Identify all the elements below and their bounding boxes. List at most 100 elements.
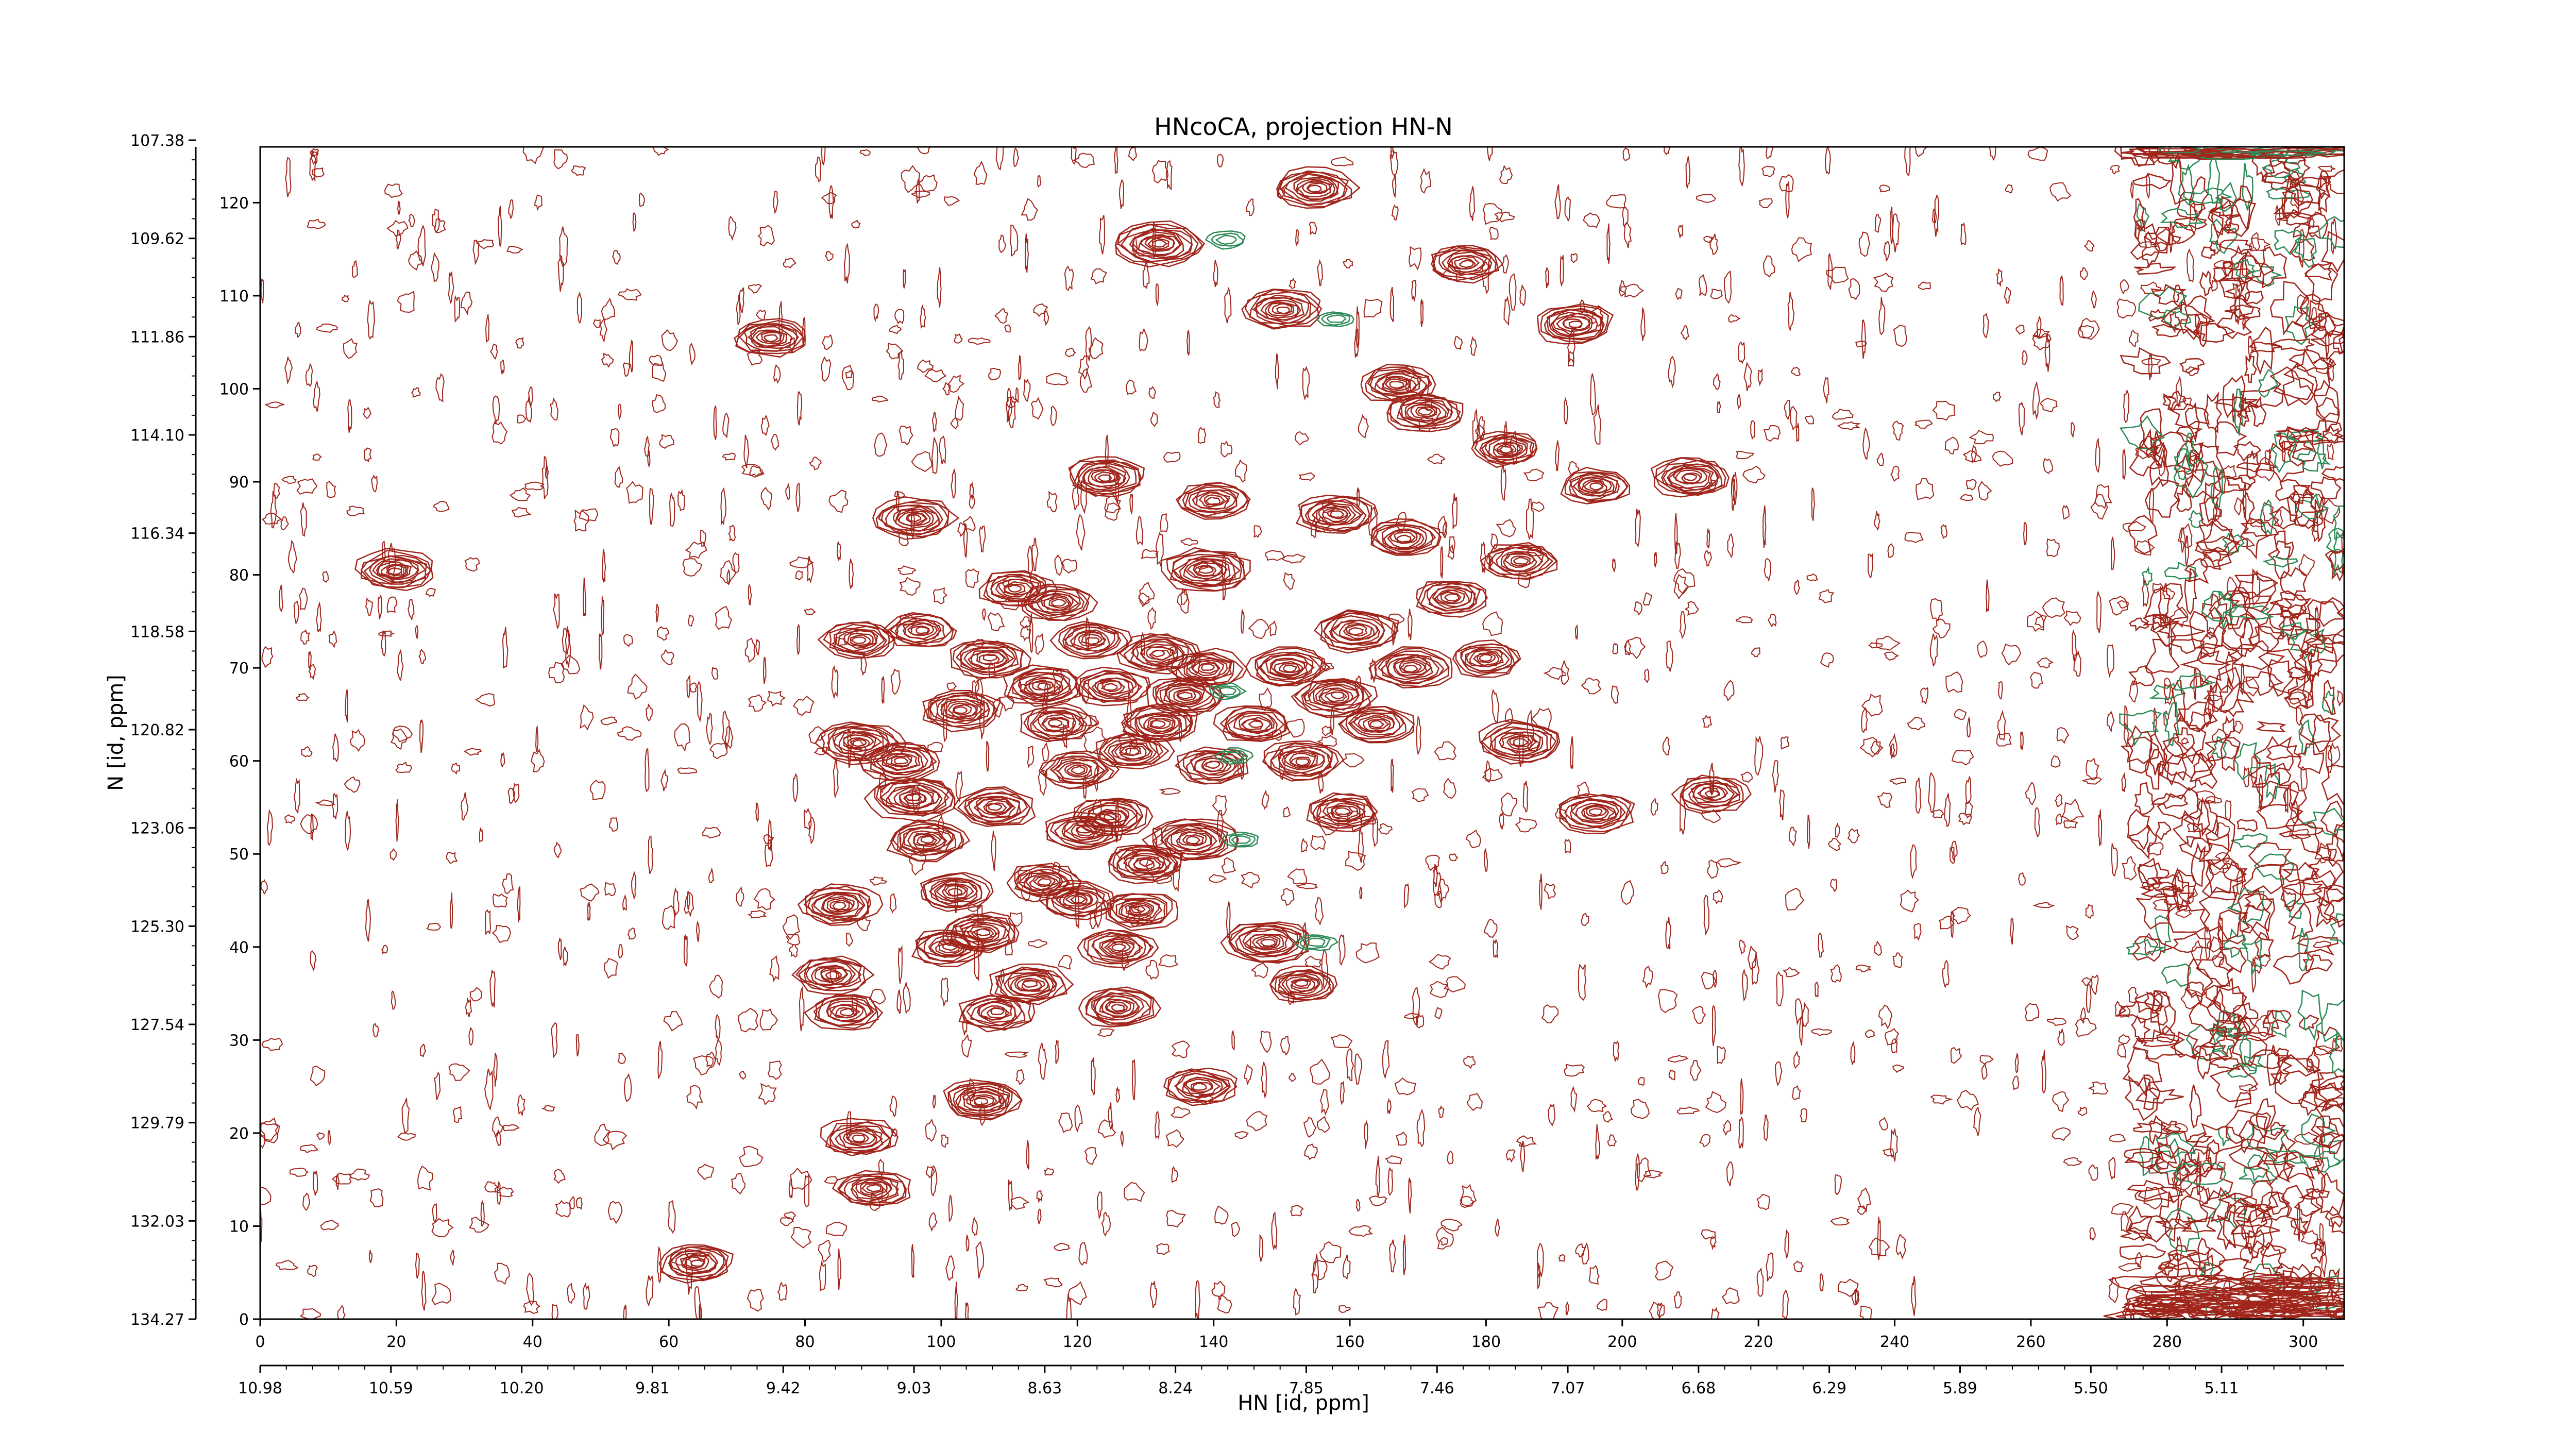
peak-contour [1160,823,1225,856]
noise-contour [351,260,359,278]
noise-contour [1790,406,1798,431]
noise-contour [868,988,886,1005]
peak-contour [941,884,969,899]
noise-contour [651,394,666,413]
noise-contour [598,633,603,671]
peak-contour [1124,902,1153,917]
noise-contour [2246,450,2260,480]
noise-contour [369,1188,384,1208]
noise-contour [426,922,442,931]
noise-contour [1874,511,1880,531]
noise-contour [2219,676,2244,718]
peak-contour [920,872,991,908]
noise-contour [738,287,744,313]
peak-contour [1103,813,1118,821]
peak-contour [1143,715,1176,733]
noise-contour [972,638,985,648]
noise-contour [1644,668,1650,683]
noise-contour [1237,757,1245,781]
y-axis-label: N [id, ppm] [104,675,128,791]
noise-contour [1271,1211,1278,1251]
noise-contour [2130,181,2134,199]
noise-contour [1221,857,1236,874]
noise-contour [2283,1151,2322,1181]
noise-contour [1783,967,1800,978]
noise-contour [1998,681,2003,700]
noise-contour [1261,790,1269,810]
noise-contour [2231,1031,2277,1041]
noise-contour [2131,153,2218,159]
noise-contour [2266,1044,2282,1086]
negative-peak-contour [1316,311,1354,327]
noise-contour [1879,184,1890,193]
noise-contour [335,1173,340,1190]
noise-contour [2243,766,2250,788]
peak-contour [1129,904,1151,916]
noise-contour [1768,614,1777,628]
noise-contour [381,945,388,954]
noise-contour [395,229,401,250]
negative-noise-contour [2173,452,2209,499]
peak-contour [1326,803,1361,821]
noise-contour [2320,800,2344,838]
noise-contour [945,1255,955,1282]
noise-contour [2110,165,2121,175]
peak-contour [1385,654,1440,683]
peak-contour [1122,705,1193,740]
noise-contour [1520,1140,1526,1172]
noise-contour [1008,1180,1013,1211]
peak-contour [1022,980,1038,988]
noise-contour [689,343,696,366]
noise-contour [1375,1156,1380,1197]
noise-contour [2032,333,2052,351]
noise-contour [1951,840,1958,862]
noise-contour [2186,957,2214,1006]
peak-contour [1191,1082,1212,1093]
peak-contour [1301,678,1372,714]
noise-contour [1359,886,1363,900]
noise-contour [1246,1111,1268,1132]
noise-contour [2216,307,2252,340]
peak-contour [1105,999,1131,1015]
peak-contour [850,1178,899,1203]
noise-contour [2167,1244,2199,1262]
noise-contour [1452,493,1458,529]
peak-contour [1323,612,1395,650]
y-ppm-tick-label: 132.03 [130,1212,184,1231]
peak-contour [829,900,850,912]
noise-contour [1790,366,1801,376]
peak-contour [1302,680,1364,712]
peak-contour [973,1098,988,1105]
noise-contour [1369,658,1377,684]
noise-contour [1982,313,1989,339]
peak-contour [1569,472,1628,503]
noise-contour [2175,1195,2209,1229]
noise-contour [1713,373,1721,391]
peak-contour [1064,821,1104,841]
noise-contour [831,665,839,700]
x-index-tick-label: 80 [795,1333,815,1351]
peak-contour [866,1184,882,1192]
noise-contour [2188,711,2218,732]
noise-contour [1472,408,1479,446]
peak-contour [1416,581,1487,618]
peak-contour [995,969,1058,1000]
negative-noise-contour [2298,928,2309,972]
peak-contour [863,777,956,823]
noise-contour [2265,1192,2291,1215]
negative-noise-contour [2163,701,2179,747]
negative-peak-contour [1299,935,1331,950]
noise-contour [1772,760,1780,793]
noise-contour [261,646,274,668]
noise-contour [2262,1009,2280,1036]
peak-contour [1279,663,1300,673]
noise-contour [2027,147,2048,161]
noise-contour [1253,525,1262,538]
noise-contour [1338,934,1346,966]
peak-contour [814,994,879,1030]
noise-contour [2191,940,2203,961]
noise-contour [2050,755,2061,768]
noise-contour [632,212,637,232]
noise-contour [1717,1046,1726,1064]
noise-contour [502,1124,520,1132]
